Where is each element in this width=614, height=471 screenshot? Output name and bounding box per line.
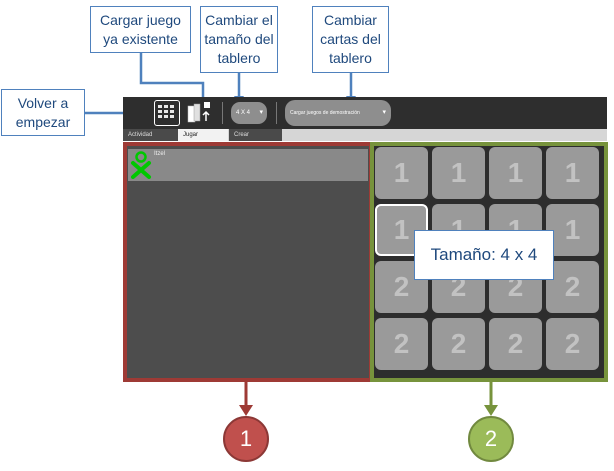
load-game-button[interactable]	[186, 101, 212, 125]
memory-card[interactable]: 2	[489, 318, 542, 370]
marker-2: 2	[468, 416, 514, 462]
marker-1: 1	[223, 416, 269, 462]
callout-restart: Volver a empezar	[1, 89, 85, 136]
demo-games-select[interactable]: Cargar juegos de demostración ▾	[285, 100, 391, 126]
memory-card[interactable]: 2	[375, 318, 428, 370]
player-name: Itzel	[154, 151, 166, 157]
player-row: Itzel	[128, 149, 368, 181]
toolbar-separator	[222, 102, 223, 124]
chevron-down-icon: ▾	[382, 109, 386, 116]
memory-card[interactable]: 1	[375, 147, 428, 199]
board-panel: 1111111122222222	[370, 142, 608, 382]
memory-card[interactable]: 2	[546, 318, 599, 370]
board-size-value: 4 X 4	[236, 110, 251, 116]
memory-card[interactable]: 1	[432, 147, 485, 199]
xo-avatar-icon	[131, 151, 151, 179]
memory-card[interactable]: 1	[489, 147, 542, 199]
toolbar: 4 X 4 ▾ Cargar juegos de demostración ▾	[123, 97, 607, 129]
callout-load-game: Cargar juego ya existente	[90, 6, 191, 53]
tab-jugar[interactable]: Jugar	[178, 129, 228, 141]
tab-crear[interactable]: Crear	[229, 129, 282, 141]
tab-actividad[interactable]: Actividad	[123, 129, 178, 141]
grid-icon	[158, 105, 174, 118]
callout-change-size: Cambiar el tamaño del tablero	[200, 6, 278, 73]
board-size-select[interactable]: 4 X 4 ▾	[231, 102, 267, 124]
restart-button[interactable]	[154, 100, 180, 126]
toolbar-separator	[276, 102, 277, 124]
memory-card[interactable]: 2	[432, 318, 485, 370]
players-panel: Itzel	[123, 142, 373, 382]
memory-card[interactable]: 2	[546, 261, 599, 313]
memory-card[interactable]: 1	[546, 204, 599, 256]
board-size-label: Tamaño: 4 x 4	[414, 230, 554, 280]
callout-change-cards: Cambiar cartas del tablero	[312, 6, 389, 73]
load-game-icon	[187, 102, 210, 123]
tab-bar: Actividad Jugar Crear	[123, 129, 607, 141]
chevron-down-icon: ▾	[259, 109, 263, 116]
demo-games-value: Cargar juegos de demostración	[290, 110, 360, 116]
memory-card[interactable]: 1	[546, 147, 599, 199]
